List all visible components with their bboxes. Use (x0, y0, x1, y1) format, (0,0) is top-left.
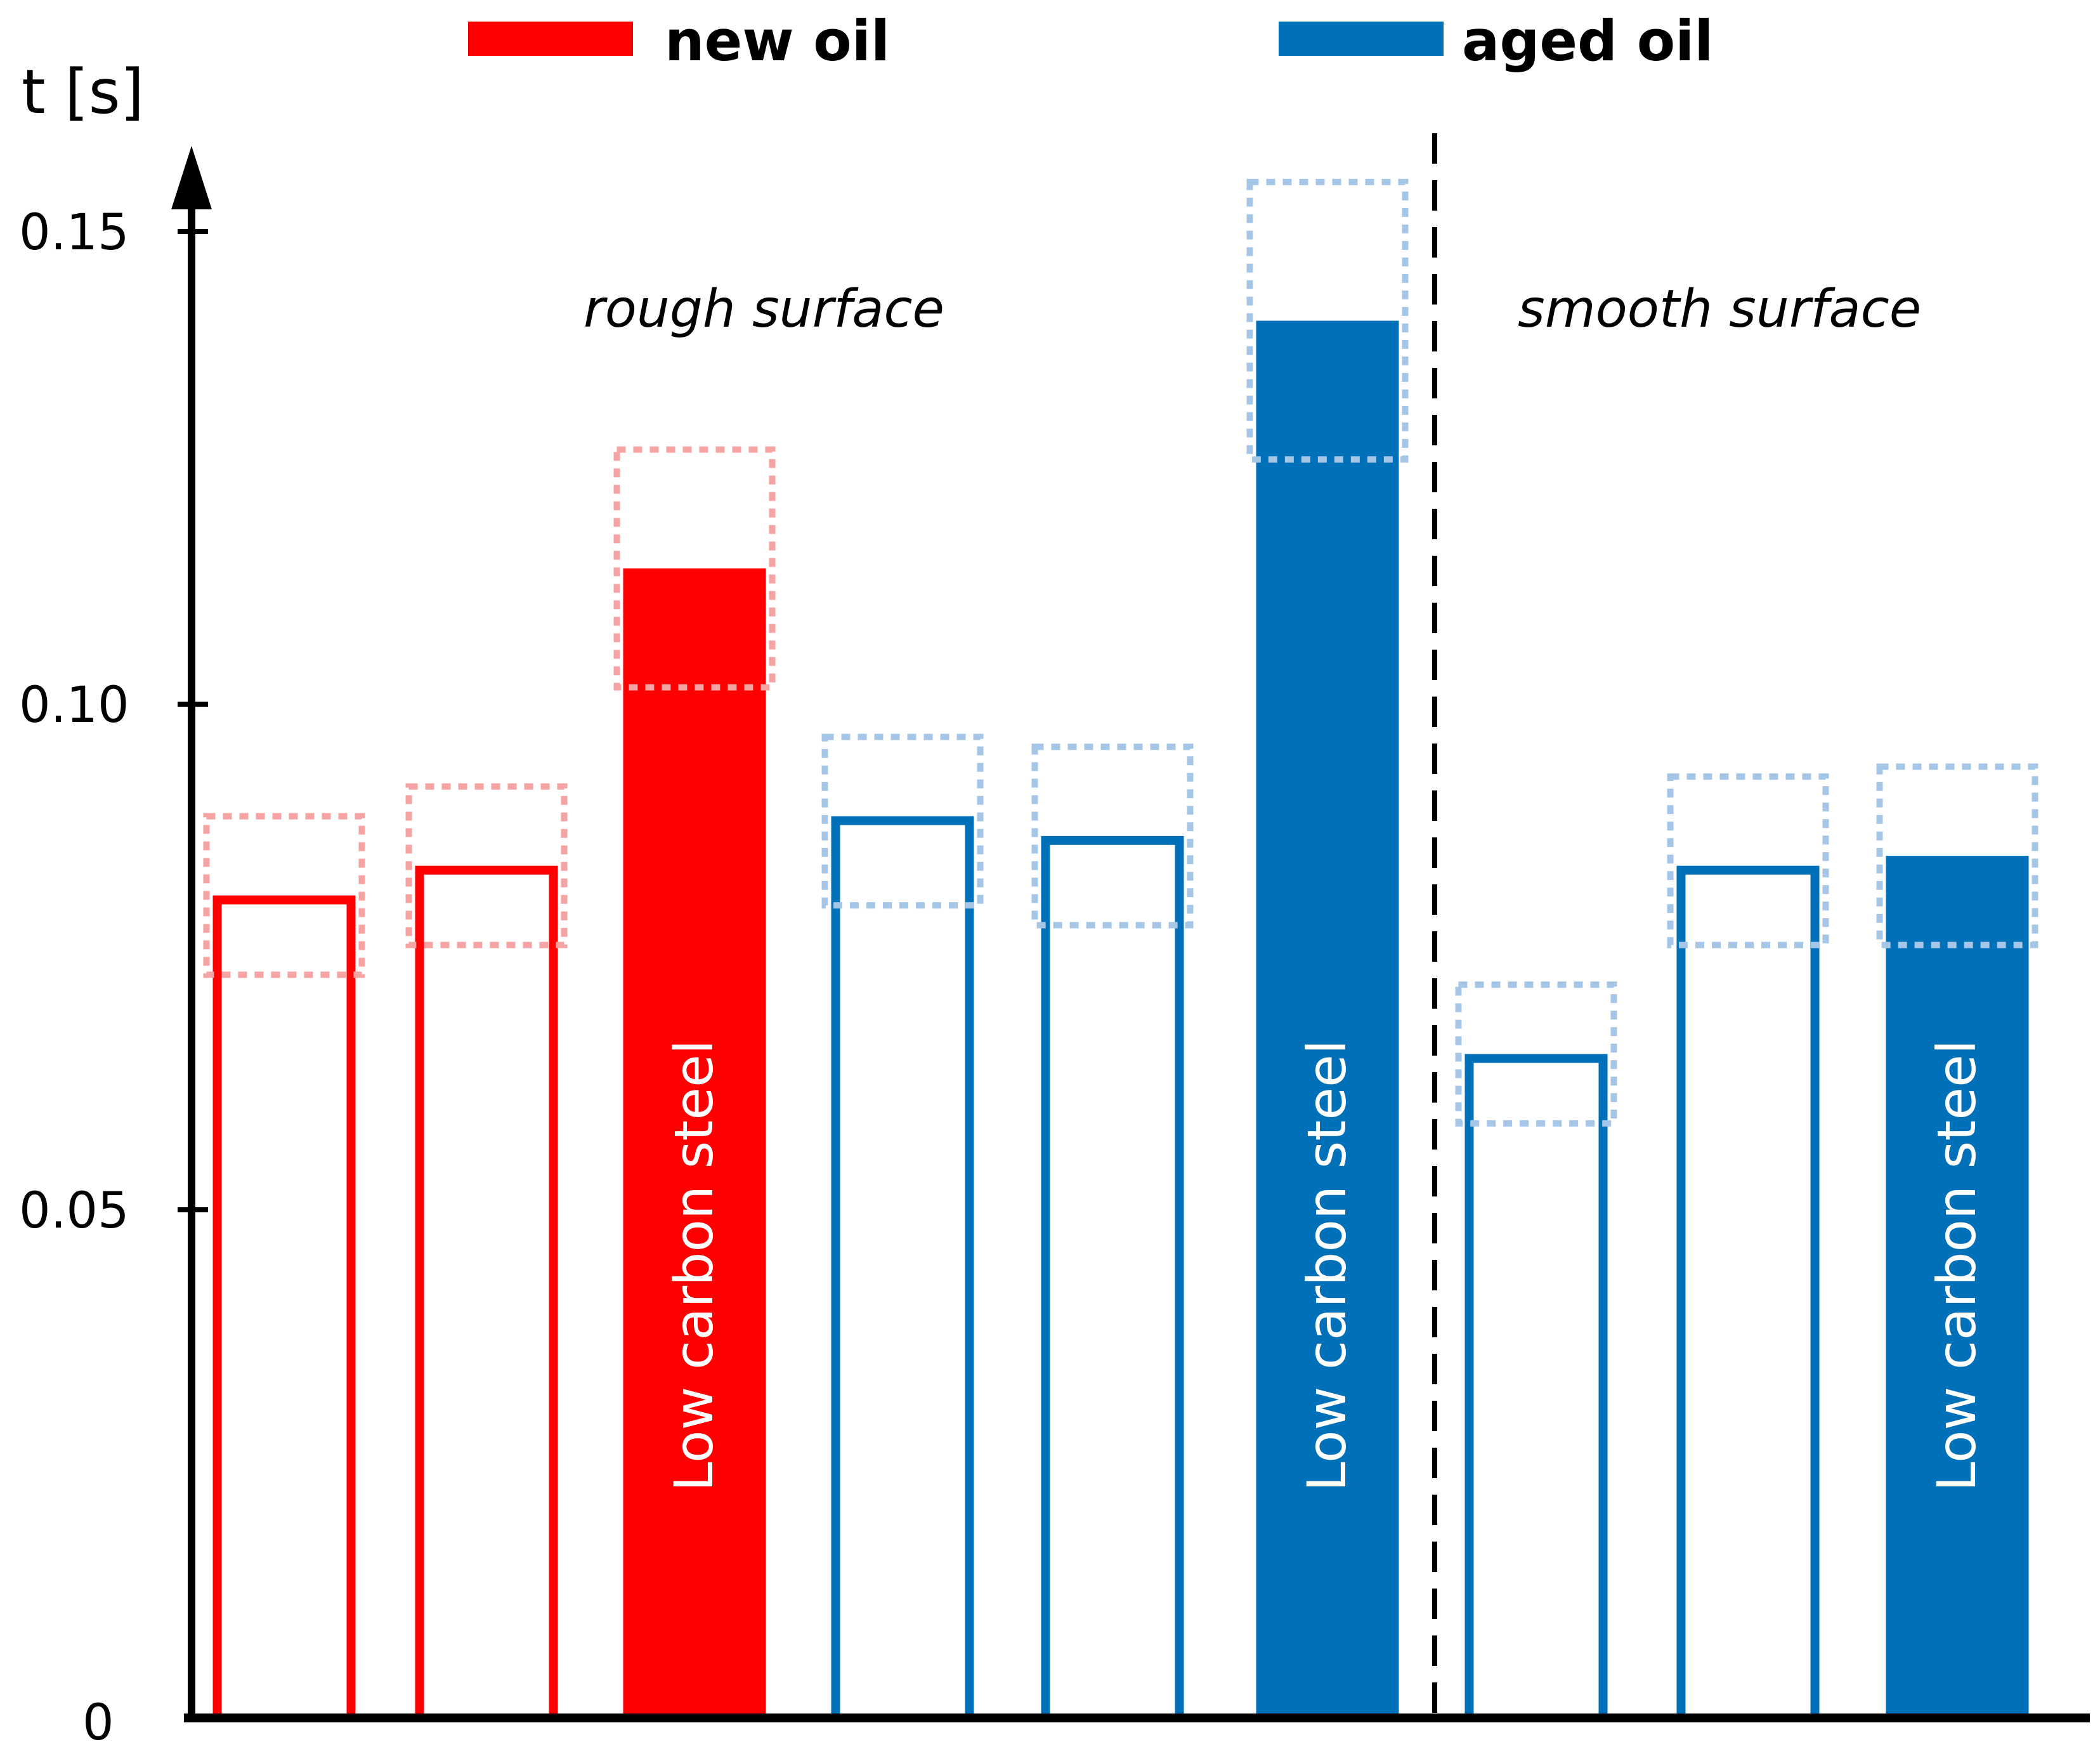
bar-label-6: Low carbon steel (1296, 1040, 1358, 1491)
uncertainty-box-1 (203, 813, 365, 978)
y-tick-label-0: 0 (82, 1694, 114, 1752)
bar-group-1 (203, 813, 365, 1722)
uncertainty-box-9 (1876, 763, 2038, 948)
bar-group-8 (1667, 773, 1829, 1722)
y-axis-title: t [s] (22, 56, 144, 128)
legend-label-new-oil: new oil (665, 8, 890, 74)
uncertainty-box-7 (1455, 981, 1617, 1127)
y-tick-labels: 0 0.05 0.10 0.15 (19, 204, 129, 1752)
bar-2 (415, 865, 558, 1722)
y-tick-label-0.15: 0.15 (19, 204, 129, 261)
bar-group-2 (405, 783, 568, 1722)
bars-layer: Low carbon steel Low carbon steel Low carb… (203, 178, 2038, 1722)
bar-label-3: Low carbon steel (663, 1040, 725, 1491)
bar-1 (212, 895, 356, 1722)
bar-6 (1256, 320, 1399, 1718)
bar-8 (1676, 865, 1820, 1722)
y-tick-label-0.10: 0.10 (19, 677, 129, 734)
bar-group-3: Low carbon steel (613, 446, 776, 1718)
uncertainty-box-6 (1246, 178, 1409, 463)
uncertainty-box-4 (821, 733, 984, 909)
region-label-rough-surface: rough surface (584, 279, 944, 339)
bar-group-4 (821, 733, 984, 1722)
uncertainty-box-8 (1667, 773, 1829, 948)
legend-label-aged-oil: aged oil (1462, 8, 1713, 74)
bar-5 (1041, 835, 1184, 1722)
legend-swatch-new-oil (468, 22, 633, 56)
region-label-smooth-surface: smooth surface (1518, 279, 1921, 339)
bar-4 (831, 816, 974, 1722)
bar-label-9: Low carbon steel (1926, 1040, 1988, 1491)
legend: new oil aged oil (468, 8, 1713, 74)
bar-group-9: Low carbon steel (1876, 763, 2038, 1718)
y-tick-label-0.05: 0.05 (19, 1183, 129, 1240)
bar-3 (623, 568, 766, 1718)
y-axis-arrowhead (171, 146, 212, 209)
bar-7 (1464, 1054, 1608, 1722)
uncertainty-box-3 (613, 446, 776, 691)
bar-9 (1886, 856, 2029, 1718)
axes (171, 146, 2090, 1722)
bar-group-5 (1031, 744, 1194, 1722)
bar-group-7 (1455, 981, 1617, 1722)
bar-group-6: Low carbon steel (1246, 178, 1409, 1718)
legend-swatch-aged-oil (1279, 22, 1444, 56)
uncertainty-box-5 (1031, 744, 1194, 929)
uncertainty-box-2 (405, 783, 568, 948)
